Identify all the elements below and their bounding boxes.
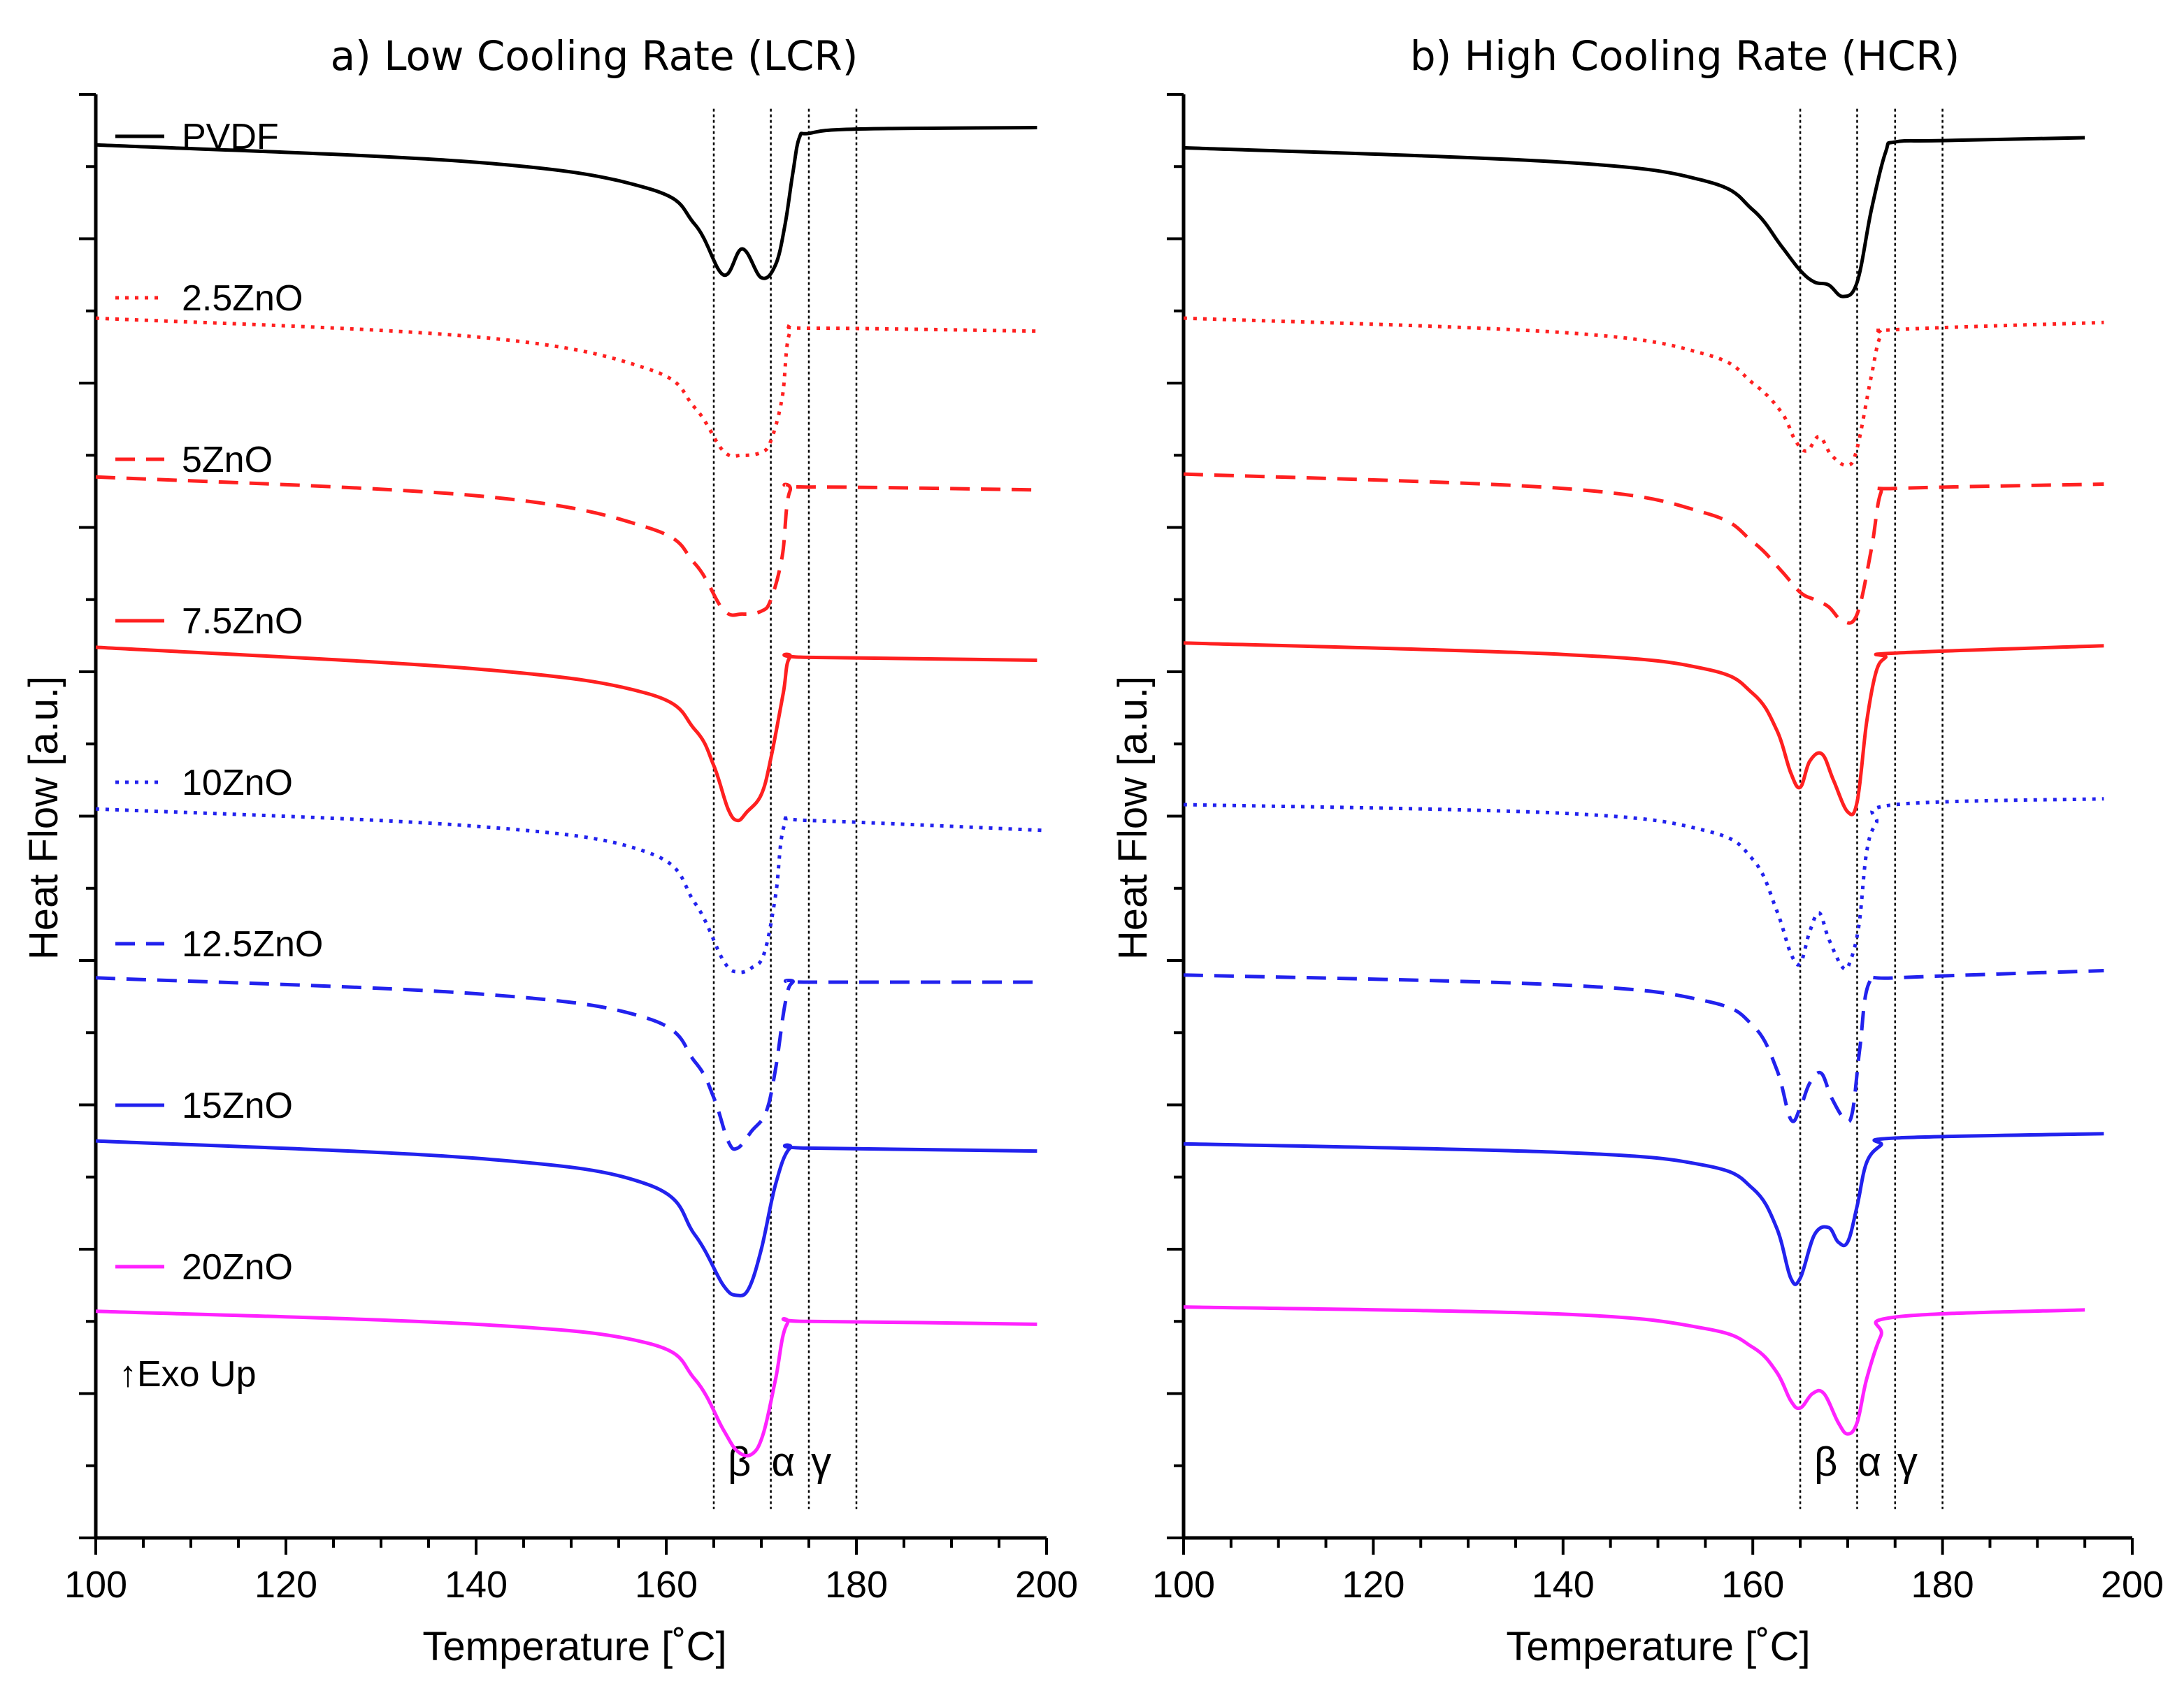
series-line-20zno bbox=[95, 1309, 1037, 1458]
legend-label: 15ZnO bbox=[182, 1086, 293, 1126]
panel-lcr: a) Low Cooling Rate (LCR) Heat Flow [a.u… bbox=[21, 32, 1078, 1669]
y-axis-label: Heat Flow [a.u.] bbox=[21, 676, 66, 960]
series-line-20zno bbox=[1183, 1305, 2085, 1436]
legend-label: 10ZnO bbox=[182, 763, 293, 803]
phase-label: α bbox=[1858, 1439, 1881, 1485]
series-line-2-5zno bbox=[1183, 316, 2104, 468]
x-tick-label: 180 bbox=[825, 1564, 888, 1606]
series-line-7-5zno bbox=[95, 645, 1037, 823]
x-tick-label: 200 bbox=[2101, 1564, 2164, 1606]
x-tick-label: 160 bbox=[1721, 1564, 1784, 1606]
series-line-5zno bbox=[1183, 472, 2104, 625]
phase-label: β bbox=[1814, 1439, 1837, 1485]
series-line-5zno bbox=[95, 475, 1037, 617]
series-line-15zno bbox=[95, 1139, 1037, 1297]
x-tick-label: 100 bbox=[64, 1564, 127, 1606]
x-tick-label: 200 bbox=[1015, 1564, 1078, 1606]
series-line-pvdf bbox=[95, 126, 1037, 280]
x-tick-label: 180 bbox=[1911, 1564, 1974, 1606]
legend-label: PVDF bbox=[182, 117, 279, 157]
exo-up-annotation: ↑Exo Up bbox=[119, 1354, 257, 1395]
phase-label: γ bbox=[811, 1439, 831, 1485]
series-line-12-5zno bbox=[95, 976, 1037, 1151]
y-axis-label: Heat Flow [a.u.] bbox=[1110, 676, 1156, 960]
x-tick-label: 120 bbox=[1342, 1564, 1404, 1606]
panel-title: a) Low Cooling Rate (LCR) bbox=[331, 32, 858, 80]
legend-label: 7.5ZnO bbox=[182, 601, 303, 642]
series-line-15zno bbox=[1183, 1132, 2104, 1286]
panel-hcr: b) High Cooling Rate (HCR) Heat Flow [a.… bbox=[1110, 32, 2164, 1669]
x-tick-label: 140 bbox=[1532, 1564, 1595, 1606]
x-tick-label: 120 bbox=[254, 1564, 317, 1606]
phase-label: γ bbox=[1897, 1439, 1918, 1485]
panel-title: b) High Cooling Rate (HCR) bbox=[1410, 32, 1960, 80]
x-tick-label: 160 bbox=[635, 1564, 698, 1606]
legend-label: 5ZnO bbox=[182, 440, 273, 480]
x-axis-label: Temperature [˚C] bbox=[422, 1624, 726, 1669]
phase-label: α bbox=[772, 1439, 796, 1485]
x-axis-label: Temperature [˚C] bbox=[1506, 1624, 1810, 1669]
series-line-pvdf bbox=[1183, 136, 2085, 298]
series-line-10zno bbox=[1183, 797, 2104, 972]
legend-label: 2.5ZnO bbox=[182, 278, 303, 319]
x-tick-label: 140 bbox=[445, 1564, 508, 1606]
x-tick-label: 100 bbox=[1152, 1564, 1215, 1606]
series-line-12-5zno bbox=[1183, 969, 2104, 1123]
legend-label: 20ZnO bbox=[182, 1247, 293, 1288]
series-line-2-5zno bbox=[95, 316, 1037, 459]
series-line-7-5zno bbox=[1183, 641, 2104, 816]
legend-label: 12.5ZnO bbox=[182, 924, 323, 965]
